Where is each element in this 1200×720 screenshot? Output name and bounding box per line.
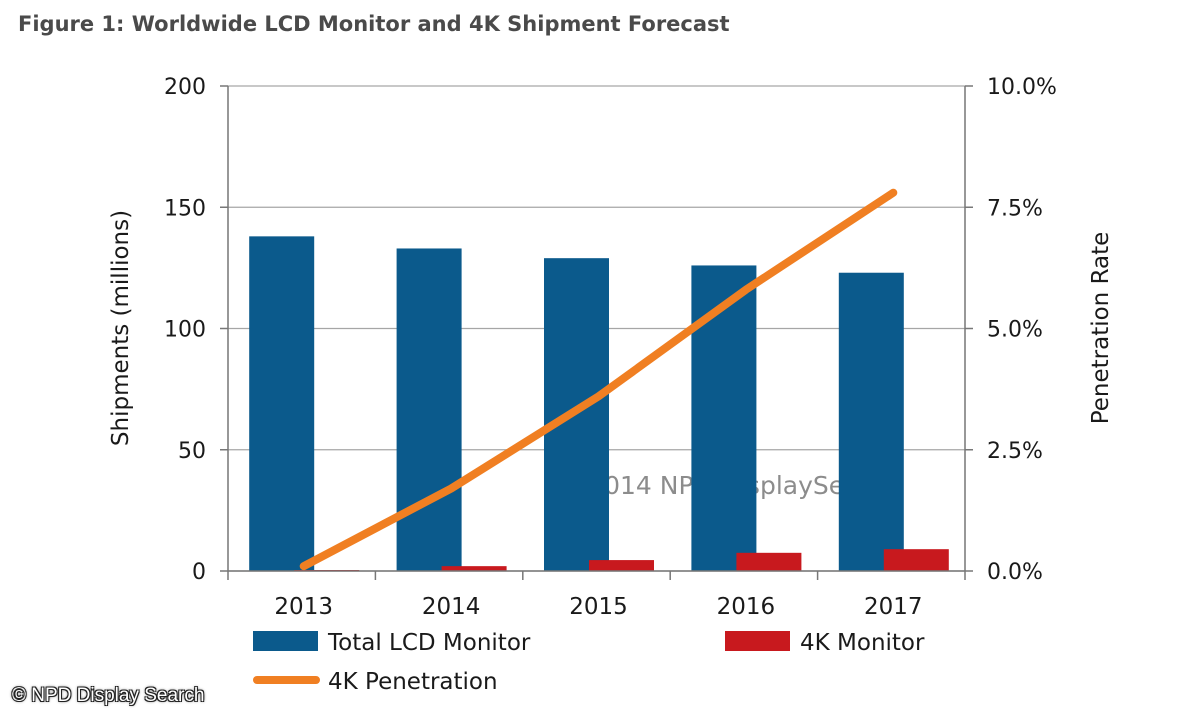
bar-4k-monitor — [883, 549, 949, 571]
x-tick-label: 2013 — [274, 594, 333, 620]
x-tick-label: 2014 — [422, 594, 481, 620]
bar-total-lcd — [838, 272, 904, 571]
y2-tick-label: 0.0% — [987, 560, 1043, 585]
credit-watermark: © NPD Display Search — [12, 685, 205, 706]
y2-tick-label: 7.5% — [987, 196, 1043, 221]
x-tick-label: 2017 — [864, 594, 923, 620]
bar-4k-monitor — [589, 560, 654, 571]
legend-label-total-lcd: Total LCD Monitor — [327, 630, 531, 656]
y2-tick-label: 2.5% — [987, 439, 1043, 464]
x-tick-label: 2015 — [569, 594, 628, 620]
y-tick-label: 0 — [192, 560, 206, 585]
figure-title: Figure 1: Worldwide LCD Monitor and 4K S… — [18, 12, 730, 36]
y-tick-label: 200 — [164, 75, 206, 100]
legend-label-4k-penetration: 4K Penetration — [328, 669, 498, 695]
bar-total-lcd — [396, 248, 462, 571]
y-axis-title: Shipments (millions) — [108, 210, 134, 446]
y2-tick-label: 5.0% — [987, 318, 1043, 343]
bar-total-lcd — [249, 236, 315, 571]
legend-label-4k-monitor: 4K Monitor — [800, 630, 925, 656]
y-tick-label: 50 — [178, 439, 206, 464]
bar-4k-monitor — [441, 566, 507, 571]
legend-swatch-total-lcd — [253, 631, 318, 651]
y2-tick-label: 10.0% — [987, 75, 1057, 100]
y-tick-label: 100 — [164, 318, 206, 343]
bar-4k-monitor — [736, 552, 802, 571]
y-tick-label: 150 — [164, 196, 206, 221]
x-tick-label: 2016 — [717, 594, 776, 620]
bar-total-lcd — [691, 265, 757, 571]
legend-swatch-4k-monitor — [725, 631, 790, 651]
y2-axis-title: Penetration Rate — [1088, 232, 1114, 425]
